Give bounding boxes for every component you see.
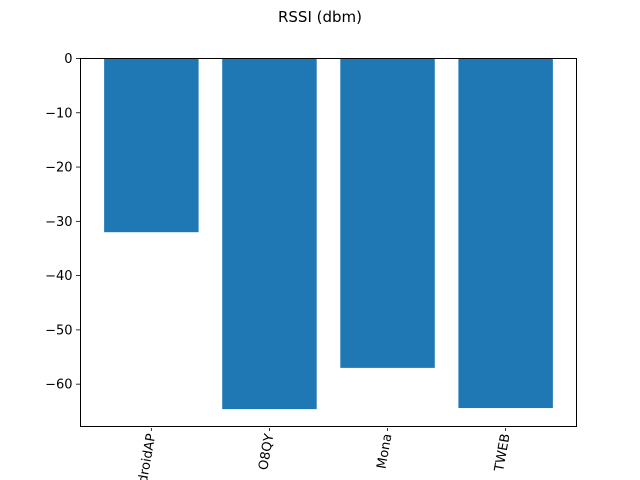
- x-tick-label: AndroidAP: [133, 432, 159, 480]
- y-axis: 0 −10 −20 −30 −40 −50 −60: [45, 52, 81, 393]
- x-tick-label: TWEB: [492, 433, 514, 474]
- y-tick-label: −50: [45, 323, 72, 338]
- x-tick-label: O8QY: [256, 433, 277, 472]
- y-tick-label: −10: [45, 106, 72, 121]
- y-tick-label: −40: [45, 269, 72, 284]
- x-tick-label: Mona: [375, 433, 396, 470]
- plot-frame: [80, 58, 577, 427]
- bar-mona: [340, 58, 435, 368]
- y-tick-label: −60: [45, 378, 72, 393]
- bars-group: [104, 58, 553, 410]
- y-tick-label: 0: [64, 52, 72, 67]
- bar-o8qy: [222, 58, 317, 410]
- x-axis: AndroidAP O8QY Mona TWEB: [133, 428, 514, 480]
- bar-androidap: [104, 58, 199, 233]
- chart-title: RSSI (dbm): [278, 8, 362, 26]
- bar-tweb: [458, 58, 553, 409]
- y-tick-label: −20: [45, 161, 72, 176]
- y-tick-label: −30: [45, 215, 72, 230]
